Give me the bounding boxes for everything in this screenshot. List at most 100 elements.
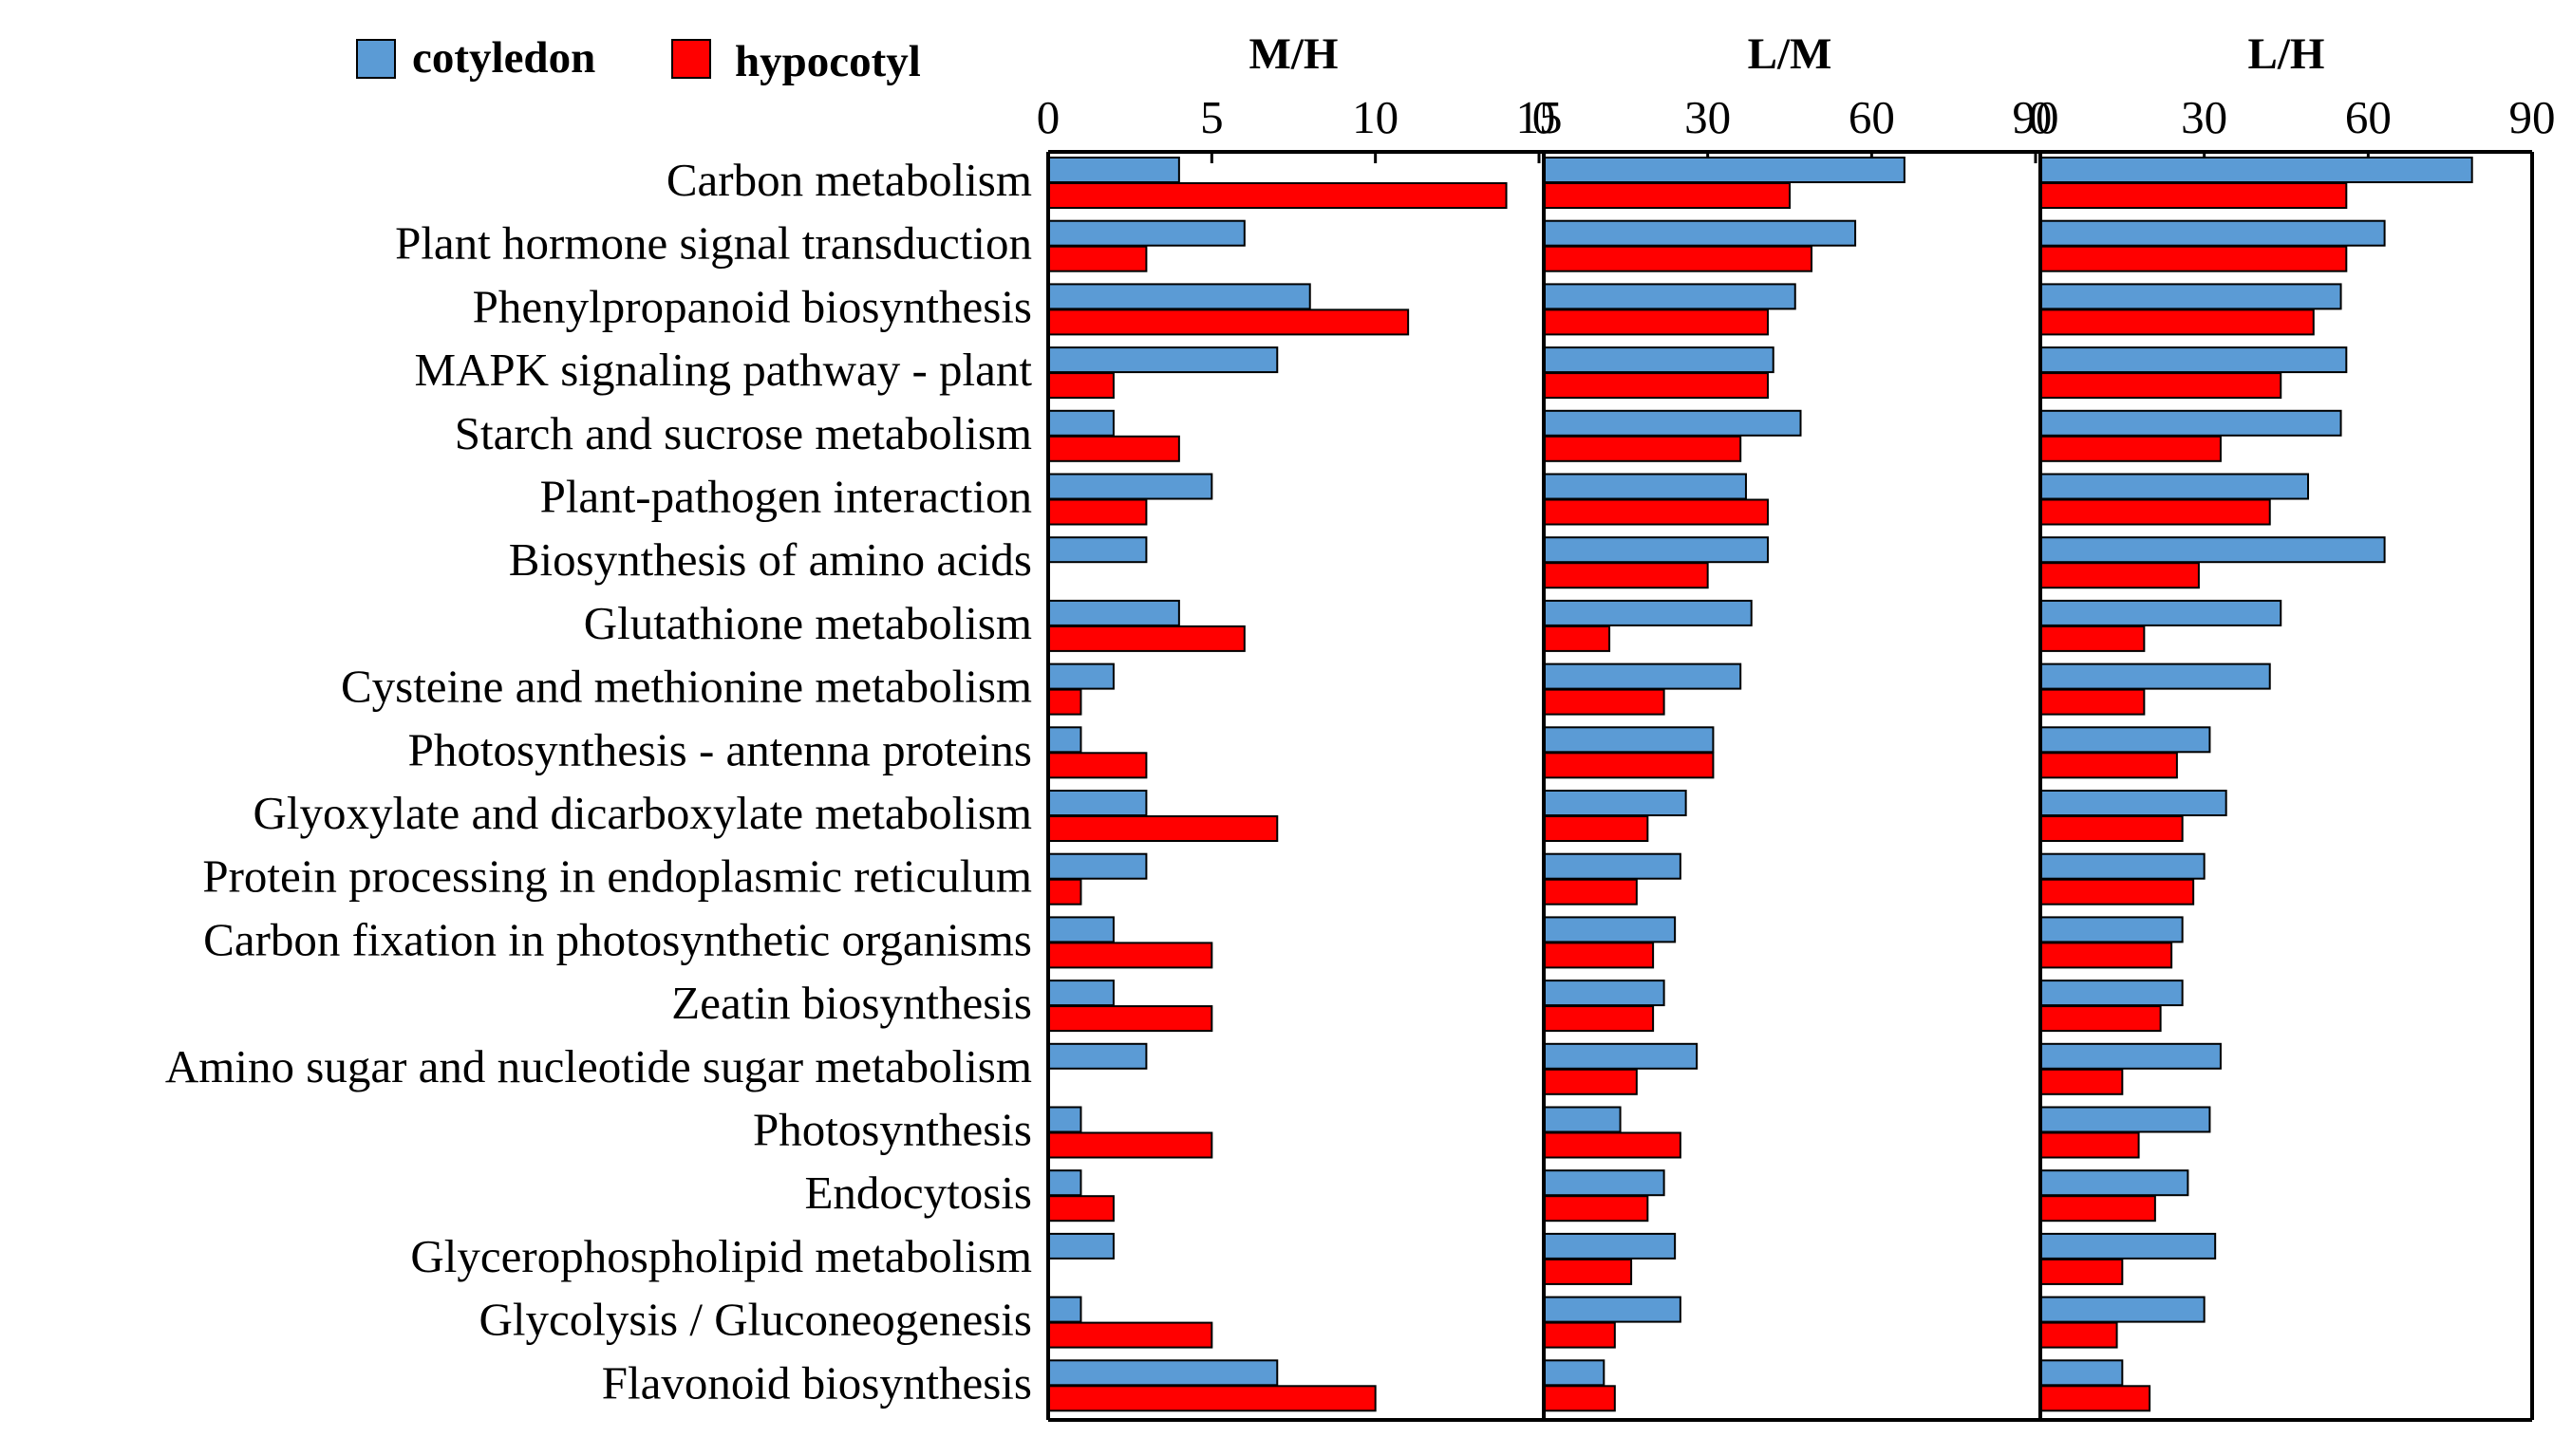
- bar-l-h-cotyledon-photosynthesis: [2039, 1106, 2211, 1133]
- bar-m-h-hypocotyl-photosynthesis-antenna-proteins: [1047, 752, 1148, 779]
- bar-l-h-cotyledon-zeatin-biosynthesis: [2039, 980, 2184, 1007]
- bar-l-h-hypocotyl-carbon-fixation-in-photosynthetic-organisms: [2039, 942, 2173, 969]
- bar-m-h-cotyledon-carbon-fixation-in-photosynthetic-organisms: [1047, 916, 1115, 943]
- bar-m-h-hypocotyl-cysteine-and-methionine-metabolism: [1047, 688, 1082, 716]
- bar-l-h-cotyledon-protein-processing-in-endoplasmic-reticulum: [2039, 852, 2206, 880]
- bar-m-h-cotyledon-plant-hormone-signal-transduction: [1047, 219, 1246, 247]
- bar-l-m-cotyledon-protein-processing-in-endoplasmic-reticulum: [1543, 852, 1681, 880]
- bar-m-h-hypocotyl-flavonoid-biosynthesis: [1047, 1385, 1377, 1412]
- category-label-mapk-signaling-pathway-plant: MAPK signaling pathway - plant: [414, 344, 1032, 396]
- bar-l-h-hypocotyl-carbon-metabolism: [2039, 182, 2348, 209]
- bar-m-h-cotyledon-protein-processing-in-endoplasmic-reticulum: [1047, 852, 1148, 880]
- category-label-carbon-metabolism: Carbon metabolism: [666, 154, 1032, 206]
- tick-label-l-h-30: 30: [2181, 91, 2227, 143]
- category-label-zeatin-biosynthesis: Zeatin biosynthesis: [671, 977, 1032, 1029]
- bar-l-h-cotyledon-carbon-metabolism: [2039, 157, 2473, 183]
- tick-label-m-h-0: 0: [1037, 91, 1061, 143]
- tick-label-l-h-60: 60: [2345, 91, 2392, 143]
- bar-m-h-hypocotyl-glyoxylate-and-dicarboxylate-metabolism: [1047, 815, 1279, 842]
- bar-m-h-cotyledon-carbon-metabolism: [1047, 157, 1180, 183]
- bar-l-h-hypocotyl-amino-sugar-and-nucleotide-sugar-metabolism: [2039, 1068, 2124, 1095]
- tick-label-m-h-5: 5: [1200, 91, 1224, 143]
- bar-l-h-hypocotyl-plant-hormone-signal-transduction: [2039, 245, 2348, 272]
- bar-l-h-hypocotyl-zeatin-biosynthesis: [2039, 1005, 2162, 1033]
- bar-l-m-hypocotyl-phenylpropanoid-biosynthesis: [1543, 308, 1769, 336]
- tick-label-m-h-15: 15: [1516, 91, 1563, 143]
- category-label-carbon-fixation-in-photosynthetic-organisms: Carbon fixation in photosynthetic organi…: [203, 913, 1032, 965]
- bar-l-m-cotyledon-starch-and-sucrose-metabolism: [1543, 409, 1802, 437]
- category-label-protein-processing-in-endoplasmic-reticulum: Protein processing in endoplasmic reticu…: [202, 850, 1032, 903]
- tick-label-l-m-60: 60: [1849, 91, 1895, 143]
- bar-l-h-hypocotyl-starch-and-sucrose-metabolism: [2039, 435, 2222, 462]
- category-label-glutathione-metabolism: Glutathione metabolism: [584, 597, 1032, 649]
- legend: cotyledon hypocotyl: [356, 33, 921, 86]
- tick-label-m-h-10: 10: [1352, 91, 1399, 143]
- panel-m-h: M/H 0 5 10 15: [1037, 29, 1563, 1420]
- bar-m-h-hypocotyl-mapk-signaling-pathway-plant: [1047, 372, 1115, 400]
- category-labels: Carbon metabolism Plant hormone signal tr…: [165, 154, 1032, 1409]
- bar-l-m-hypocotyl-starch-and-sucrose-metabolism: [1543, 435, 1742, 462]
- bar-l-m-cotyledon-cysteine-and-methionine-metabolism: [1543, 663, 1742, 690]
- bar-l-h-cotyledon-endocytosis: [2039, 1169, 2189, 1197]
- bar-l-m-cotyledon-glyoxylate-and-dicarboxylate-metabolism: [1543, 790, 1687, 816]
- bar-m-h-hypocotyl-plant-pathogen-interaction: [1047, 498, 1148, 526]
- panel-title-l-m: L/M: [1748, 29, 1832, 79]
- bar-l-h-cotyledon-mapk-signaling-pathway-plant: [2039, 346, 2348, 374]
- bar-m-h-cotyledon-mapk-signaling-pathway-plant: [1047, 346, 1279, 374]
- bar-l-h-hypocotyl-plant-pathogen-interaction: [2039, 498, 2271, 526]
- bar-m-h-cotyledon-glyoxylate-and-dicarboxylate-metabolism: [1047, 790, 1148, 816]
- bar-m-h-cotyledon-phenylpropanoid-biosynthesis: [1047, 283, 1311, 310]
- bar-l-m-hypocotyl-biosynthesis-of-amino-acids: [1543, 562, 1709, 589]
- legend-swatch-hypocotyl: [671, 39, 711, 79]
- bar-l-h-hypocotyl-photosynthesis-antenna-proteins: [2039, 752, 2178, 779]
- bar-l-h-cotyledon-glutathione-metabolism: [2039, 599, 2282, 626]
- category-label-glycolysis-gluconeogenesis: Glycolysis / Gluconeogenesis: [479, 1294, 1032, 1346]
- panel-title-l-h: L/H: [2248, 29, 2325, 79]
- bar-l-h-cotyledon-cysteine-and-methionine-metabolism: [2039, 663, 2271, 690]
- bar-m-h-hypocotyl-plant-hormone-signal-transduction: [1047, 245, 1148, 272]
- category-label-photosynthesis: Photosynthesis: [753, 1104, 1032, 1156]
- bar-l-m-hypocotyl-glycolysis-gluconeogenesis: [1543, 1321, 1616, 1349]
- bar-l-h-cotyledon-plant-pathogen-interaction: [2039, 473, 2310, 500]
- bar-m-h-cotyledon-amino-sugar-and-nucleotide-sugar-metabolism: [1047, 1042, 1148, 1070]
- category-label-endocytosis: Endocytosis: [804, 1167, 1032, 1219]
- bar-l-h-hypocotyl-biosynthesis-of-amino-acids: [2039, 562, 2200, 589]
- bar-m-h-hypocotyl-glutathione-metabolism: [1047, 625, 1246, 652]
- bar-m-h-hypocotyl-starch-and-sucrose-metabolism: [1047, 435, 1180, 462]
- bar-m-h-cotyledon-flavonoid-biosynthesis: [1047, 1359, 1279, 1387]
- tick-label-l-m-90: 90: [2013, 91, 2059, 143]
- bar-l-h-cotyledon-plant-hormone-signal-transduction: [2039, 219, 2386, 247]
- bar-l-m-cotyledon-phenylpropanoid-biosynthesis: [1543, 283, 1796, 310]
- bar-m-h-hypocotyl-glycolysis-gluconeogenesis: [1047, 1321, 1213, 1349]
- bar-l-m-cotyledon-plant-hormone-signal-transduction: [1543, 219, 1857, 247]
- bar-l-h-cotyledon-flavonoid-biosynthesis: [2039, 1359, 2124, 1387]
- bar-l-h-cotyledon-carbon-fixation-in-photosynthetic-organisms: [2039, 916, 2184, 943]
- tick-label-l-h-0: 0: [2029, 91, 2053, 143]
- bar-l-m-cotyledon-zeatin-biosynthesis: [1543, 980, 1665, 1007]
- bar-l-h-hypocotyl-flavonoid-biosynthesis: [2039, 1385, 2151, 1412]
- bar-m-h-cotyledon-glutathione-metabolism: [1047, 599, 1180, 626]
- bar-l-m-cotyledon-photosynthesis-antenna-proteins: [1543, 726, 1715, 754]
- bar-l-m-hypocotyl-glycerophospholipid-metabolism: [1543, 1258, 1633, 1285]
- bar-m-h-hypocotyl-endocytosis: [1047, 1195, 1115, 1223]
- tick-label-l-m-30: 30: [1684, 91, 1731, 143]
- bar-l-h-hypocotyl-glyoxylate-and-dicarboxylate-metabolism: [2039, 815, 2184, 842]
- bar-l-h-hypocotyl-endocytosis: [2039, 1195, 2156, 1223]
- tick-label-l-h-90: 90: [2509, 91, 2556, 143]
- bar-l-m-hypocotyl-glyoxylate-and-dicarboxylate-metabolism: [1543, 815, 1649, 842]
- category-label-glycerophospholipid-metabolism: Glycerophospholipid metabolism: [410, 1230, 1032, 1282]
- panel-l-h: L/H 0 30 60 90: [2029, 29, 2556, 1420]
- category-label-cysteine-and-methionine-metabolism: Cysteine and methionine metabolism: [341, 661, 1032, 713]
- bar-l-m-hypocotyl-photosynthesis: [1543, 1131, 1681, 1159]
- bar-l-m-hypocotyl-carbon-fixation-in-photosynthetic-organisms: [1543, 942, 1655, 969]
- bar-l-h-cotyledon-glyoxylate-and-dicarboxylate-metabolism: [2039, 790, 2227, 816]
- bar-l-m-cotyledon-glutathione-metabolism: [1543, 599, 1753, 626]
- bar-l-m-cotyledon-mapk-signaling-pathway-plant: [1543, 346, 1774, 374]
- bar-m-h-cotyledon-biosynthesis-of-amino-acids: [1047, 536, 1148, 564]
- legend-label-hypocotyl: hypocotyl: [735, 37, 921, 86]
- bar-l-m-cotyledon-carbon-fixation-in-photosynthetic-organisms: [1543, 916, 1677, 943]
- bar-l-h-cotyledon-phenylpropanoid-biosynthesis: [2039, 283, 2342, 310]
- category-label-biosynthesis-of-amino-acids: Biosynthesis of amino acids: [509, 533, 1032, 586]
- bar-l-m-hypocotyl-glutathione-metabolism: [1543, 625, 1611, 652]
- category-label-plant-hormone-signal-transduction: Plant hormone signal transduction: [395, 217, 1032, 270]
